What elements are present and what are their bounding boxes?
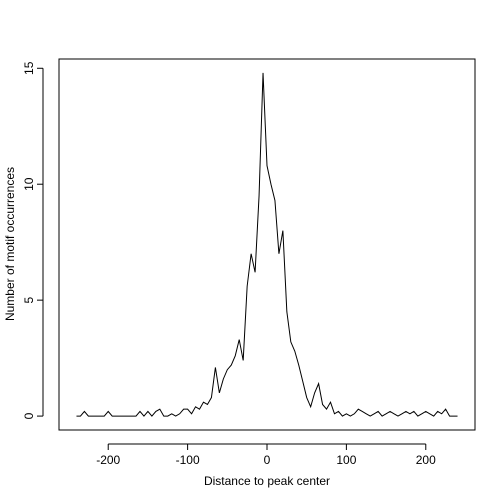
x-tick-label: -100 (176, 453, 200, 467)
x-tick-label: 200 (416, 453, 436, 467)
data-line (76, 72, 458, 417)
y-tick-label: 10 (22, 177, 36, 191)
x-tick-label: 0 (264, 453, 271, 467)
y-tick-label: 15 (22, 61, 36, 75)
plot-box (58, 58, 476, 431)
x-tick-label: -200 (96, 453, 120, 467)
y-axis-label: Number of motif occurrences (3, 167, 17, 321)
y-tick-label: 0 (22, 412, 36, 419)
y-tick-label: 5 (22, 296, 36, 303)
x-axis-label: Distance to peak center (204, 474, 330, 488)
x-tick-label: 100 (336, 453, 356, 467)
